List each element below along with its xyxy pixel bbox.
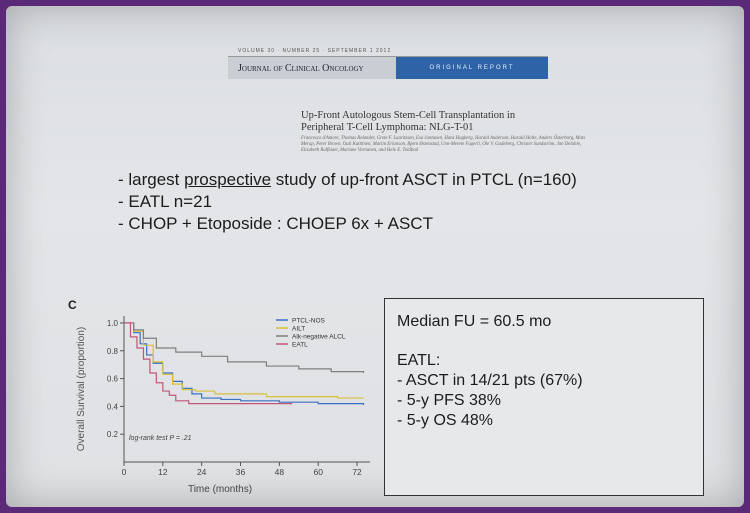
x-tick-label: 48	[275, 467, 285, 477]
bullet-1-prefix: - largest	[118, 170, 185, 189]
legend-label: Alk-negative ALCL	[292, 334, 346, 341]
bullet-1-suffix: study of up-front ASCT in PTCL (n=160)	[271, 170, 577, 189]
y-tick-label: 1.0	[107, 319, 119, 328]
article-title-line-2: Peripheral T-Cell Lymphoma: NLG-T-01	[301, 122, 474, 133]
y-axis-label: Overall Survival (proportion)	[76, 327, 87, 452]
eatl-os-line: - 5-y OS 48%	[397, 412, 494, 429]
legend-label: EATL	[292, 342, 308, 349]
journal-header-band: Journal of Clinical Oncology ORIGINAL RE…	[228, 56, 548, 79]
survival-chart: 0.2 0.4 0.6 0.8 1.0 0 12 24 36 48 60 72 Time (months…	[76, 316, 370, 495]
series-line	[124, 322, 364, 399]
info-box: Median FU = 60.5 mo EATL: - ASCT in 14/2…	[384, 298, 704, 496]
article-title: Up-Front Autologous Stem-Cell Transplant…	[301, 110, 571, 134]
journal-name: Journal of Clinical Oncology	[228, 57, 396, 79]
y-tick-label: 0.2	[107, 430, 119, 439]
x-tick-label: 72	[352, 467, 362, 477]
annotation-logrank: log-rank test P = .21	[129, 435, 192, 442]
bullet-1-underlined: prospective	[184, 170, 272, 189]
x-tick-label: 36	[236, 467, 246, 477]
y-tick-label: 0.4	[107, 402, 119, 411]
median-followup: Median FU = 60.5 mo	[397, 313, 552, 330]
article-title-line-1: Up-Front Autologous Stem-Cell Transplant…	[301, 110, 516, 121]
x-tick-label: 24	[197, 467, 207, 477]
x-tick-label: 60	[313, 467, 323, 477]
series-line	[124, 322, 293, 405]
projection-screen: VOLUME 30 · NUMBER 25 · SEPTEMBER 1 2012…	[6, 6, 744, 507]
bullet-2: - EATL n=21	[118, 192, 213, 211]
eatl-heading: EATL:	[397, 352, 441, 369]
x-axis-label: Time (months)	[188, 484, 252, 495]
y-tick-label: 0.6	[107, 375, 119, 384]
eatl-pfs-line: - 5-y PFS 38%	[397, 392, 502, 409]
series-line	[124, 322, 365, 374]
x-tick-label: 12	[158, 467, 168, 477]
bullet-list: - largest prospective study of up-front …	[118, 169, 678, 235]
legend-label: PTCL-NOS	[292, 318, 326, 325]
y-tick-label: 0.8	[107, 347, 119, 356]
report-type-badge: ORIGINAL REPORT	[396, 57, 548, 79]
eatl-asct-line: - ASCT in 14/21 pts (67%)	[397, 372, 583, 389]
article-authors: Francesco d'Amore, Thomas Relander, Gret…	[301, 136, 586, 154]
x-tick-label: 0	[122, 467, 127, 477]
panel-letter: C	[68, 298, 77, 312]
bullet-3: - CHOP + Etoposide : CHOEP 6x + ASCT	[118, 214, 433, 233]
bullet-1: - largest prospective study of up-front …	[118, 169, 678, 191]
journal-meta: VOLUME 30 · NUMBER 25 · SEPTEMBER 1 2012	[238, 48, 392, 54]
legend-label: AILT	[292, 326, 305, 333]
